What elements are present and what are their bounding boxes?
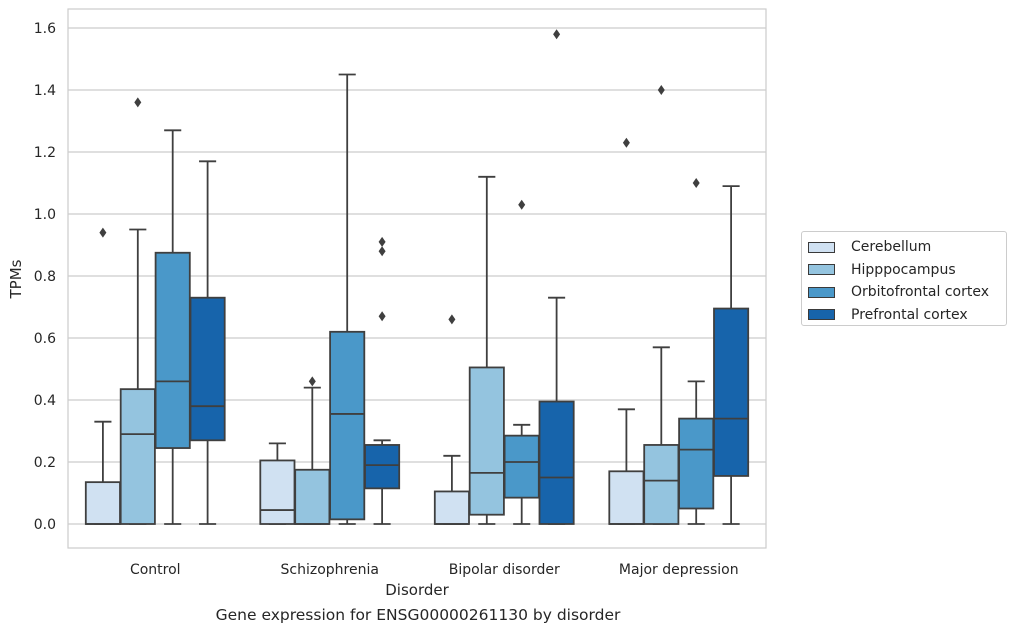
x-tick-label: Control xyxy=(130,562,181,578)
box-3-0 xyxy=(608,137,645,525)
box-iqr xyxy=(608,470,645,525)
x-tick-label: Bipolar disorder xyxy=(449,562,560,578)
box-iqr xyxy=(538,400,575,525)
box-3-3 xyxy=(713,185,750,525)
box-iqr xyxy=(84,481,121,525)
outlier-point xyxy=(692,178,700,188)
legend-label: Hipppocampus xyxy=(851,261,956,278)
y-tick-label: 0.4 xyxy=(34,393,56,409)
y-tick-labels: 0.0 0.2 0.4 0.6 0.8 1.0 1.2 1.4 1.6 xyxy=(34,21,56,533)
x-axis-title: Disorder xyxy=(385,581,449,599)
outlier-point xyxy=(553,29,561,40)
x-tick-label: Schizophrenia xyxy=(281,562,379,578)
box-0-1 xyxy=(119,97,156,525)
box-iqr xyxy=(154,251,191,449)
outlier-point xyxy=(308,376,316,387)
y-tick-label: 0.8 xyxy=(34,269,56,285)
box-0-2 xyxy=(154,129,191,525)
boxes xyxy=(84,29,750,525)
box-3-1 xyxy=(643,85,680,525)
outlier-point xyxy=(378,236,386,247)
outlier-point xyxy=(622,137,630,148)
outlier-point xyxy=(518,199,526,210)
outlier-point xyxy=(99,227,107,238)
y-axis-title: TPMs xyxy=(7,259,25,299)
legend: Cerebellum Hipppocampus Orbitofrontal co… xyxy=(801,231,1007,326)
box-1-2 xyxy=(329,73,366,525)
y-tick-label: 1.6 xyxy=(34,21,56,37)
box-2-1 xyxy=(468,175,505,525)
legend-item-hippocampus: Hipppocampus xyxy=(808,259,1006,282)
box-iqr xyxy=(433,490,470,525)
y-tick-label: 1.0 xyxy=(34,207,56,223)
box-3-2 xyxy=(678,178,715,525)
y-tick-label: 0.2 xyxy=(34,455,56,471)
legend-swatch xyxy=(808,264,835,276)
outlier-point xyxy=(134,97,142,108)
legend-item-prefrontal: Prefrontal cortex xyxy=(808,304,1006,327)
legend-item-orbitofrontal: Orbitofrontal cortex xyxy=(808,281,1006,304)
legend-swatch xyxy=(808,309,835,321)
plot-area-frame xyxy=(67,8,767,549)
y-tick-label: 0.0 xyxy=(34,517,56,533)
box-1-1 xyxy=(294,376,331,525)
box-iqr xyxy=(678,417,715,510)
box-2-0 xyxy=(433,314,470,525)
y-tick-label: 0.6 xyxy=(34,331,56,347)
box-1-3 xyxy=(364,236,401,525)
box-2-3 xyxy=(538,29,575,525)
legend-swatch xyxy=(808,286,835,298)
y-tick-label: 1.4 xyxy=(34,83,56,99)
box-iqr xyxy=(329,330,366,521)
chart-caption: Gene expression for ENSG00000261130 by d… xyxy=(215,606,621,624)
box-1-0 xyxy=(259,442,296,525)
box-iqr xyxy=(713,307,750,477)
legend-label: Cerebellum xyxy=(851,239,932,256)
legend-label: Prefrontal cortex xyxy=(851,306,968,323)
legend-swatch xyxy=(808,241,835,253)
box-iqr xyxy=(189,296,226,442)
box-iqr xyxy=(119,388,156,525)
x-tick-label: Major depression xyxy=(619,562,739,578)
legend-item-cerebellum: Cerebellum xyxy=(808,236,1006,259)
outlier-point xyxy=(448,314,456,325)
outlier-point xyxy=(378,311,386,322)
box-iqr xyxy=(364,444,401,490)
box-iqr xyxy=(468,366,505,516)
box-iqr xyxy=(643,444,680,525)
box-iqr xyxy=(503,434,540,499)
box-0-0 xyxy=(84,227,121,525)
y-tick-label: 1.2 xyxy=(34,145,56,161)
x-tick-labels: Control Schizophrenia Bipolar disorder Majo… xyxy=(130,562,739,578)
outlier-point xyxy=(657,85,665,95)
legend-label: Orbitofrontal cortex xyxy=(851,284,989,301)
outlier-point xyxy=(378,246,386,257)
box-0-3 xyxy=(189,160,226,525)
box-iqr xyxy=(259,459,296,525)
box-iqr xyxy=(294,468,331,525)
box-2-2 xyxy=(503,199,540,525)
